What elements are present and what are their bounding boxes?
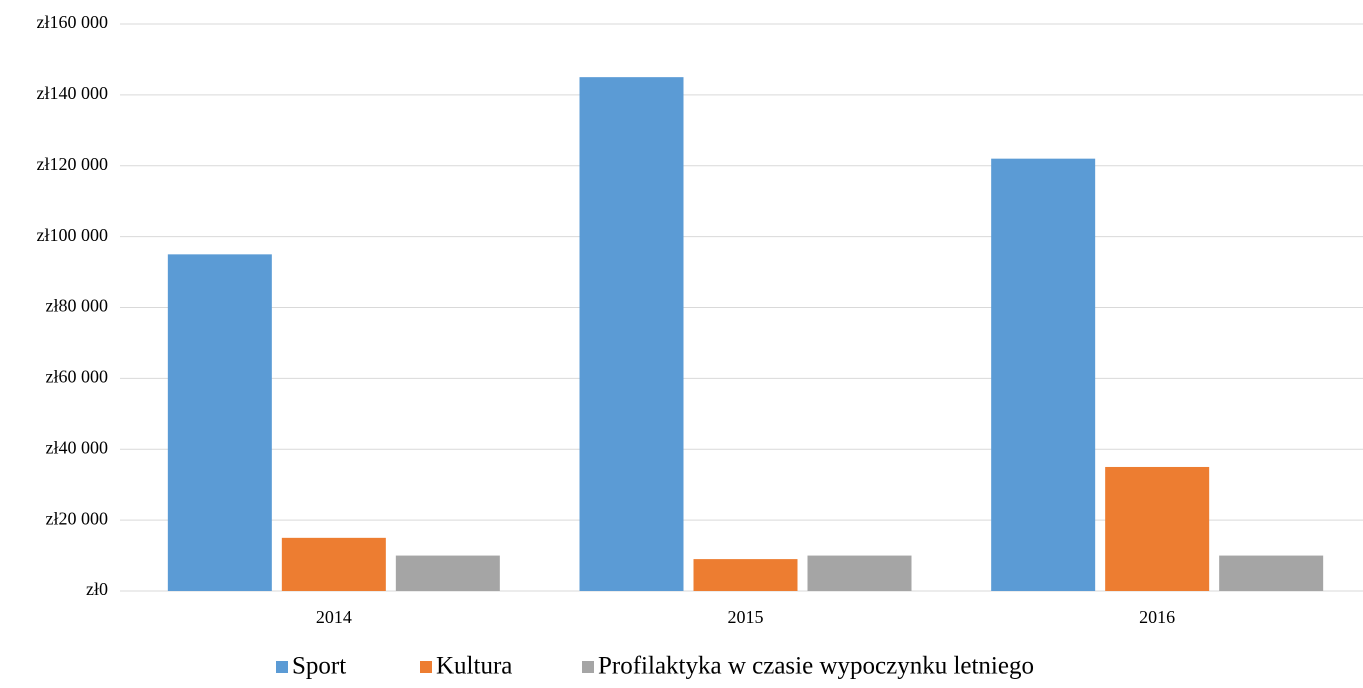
legend-swatch — [276, 661, 288, 673]
y-tick-label: zł60 000 — [46, 367, 109, 387]
bar — [991, 158, 1096, 591]
x-tick-label: 2015 — [728, 607, 764, 627]
y-tick-label: zł0 — [86, 579, 108, 599]
y-tick-label: zł140 000 — [37, 83, 109, 103]
bar — [395, 555, 500, 591]
y-tick-label: zł20 000 — [46, 508, 109, 528]
legend-swatch — [582, 661, 594, 673]
y-tick-label: zł40 000 — [46, 437, 109, 457]
legend-label: Sport — [292, 653, 346, 680]
legend-label: Kultura — [436, 653, 512, 680]
bar — [807, 555, 912, 591]
bar — [693, 559, 798, 591]
bar — [281, 537, 386, 591]
x-tick-label: 2014 — [316, 607, 352, 627]
y-tick-label: zł100 000 — [37, 225, 109, 245]
bar — [1105, 466, 1210, 591]
legend-label: Profilaktyka w czasie wypoczynku letnieg… — [598, 653, 1034, 680]
y-tick-label: zł160 000 — [37, 12, 109, 32]
bar — [1219, 555, 1324, 591]
y-tick-label: zł80 000 — [46, 296, 109, 316]
x-tick-label: 2016 — [1139, 607, 1175, 627]
bar — [167, 254, 272, 591]
y-tick-label: zł120 000 — [37, 154, 109, 174]
bar — [579, 77, 684, 591]
legend-swatch — [420, 661, 432, 673]
